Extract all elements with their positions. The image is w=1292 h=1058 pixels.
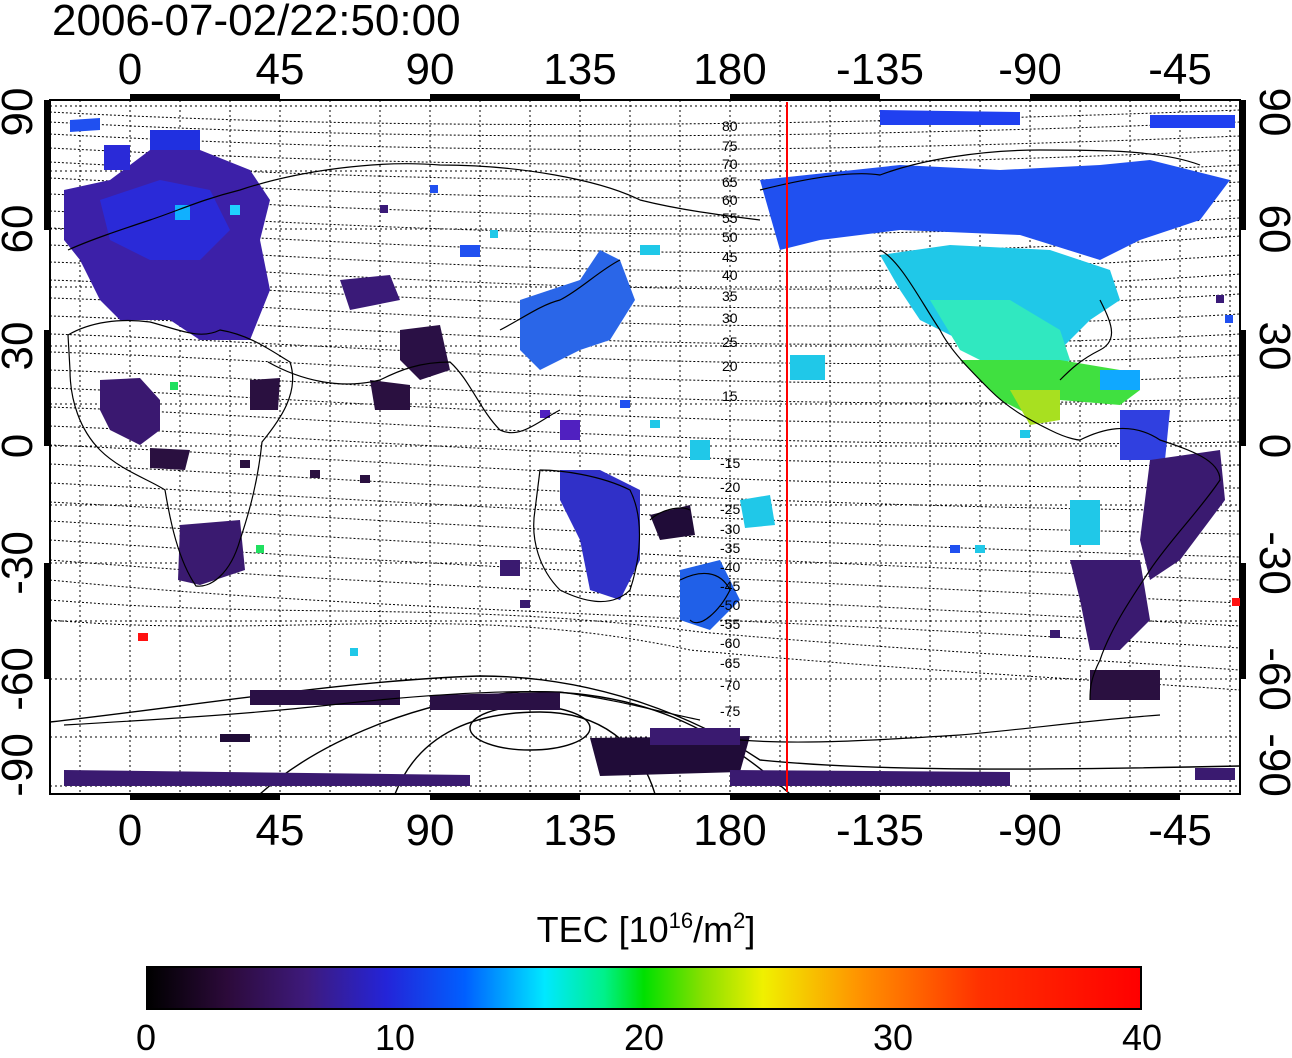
border-bottom-black-4	[1030, 794, 1180, 800]
mlat-label: 30	[722, 310, 738, 326]
mlat-label: -55	[720, 616, 740, 632]
colorbar-title-exponent: 16	[668, 908, 694, 933]
lat-tick-left: 30	[0, 322, 42, 371]
mlat-label: -25	[720, 501, 740, 517]
border-left-black-3	[44, 563, 50, 679]
tec-patches-europe	[64, 118, 270, 340]
lat-tick-left: -90	[0, 733, 42, 797]
colorbar-title-main: TEC [10	[536, 909, 669, 950]
border-right-black-2	[1240, 330, 1246, 446]
border-right-black-3	[1240, 563, 1246, 679]
colorbar-tick: 30	[872, 1017, 914, 1058]
colorbar-title: TEC [1016/m2]	[0, 908, 1292, 952]
lat-tick-right: 60	[1250, 205, 1292, 254]
mlat-label: -40	[720, 559, 740, 575]
tec-colorbar	[146, 966, 1142, 1010]
mlat-label: 35	[722, 288, 738, 304]
lat-tick-left: -30	[0, 531, 42, 595]
lat-tick-right: 0	[1250, 434, 1292, 458]
mlat-label: -75	[720, 703, 740, 719]
border-top-black-1	[130, 94, 280, 100]
mlat-label: 20	[722, 358, 738, 374]
border-top-black-4	[1030, 94, 1180, 100]
mlat-label: 25	[722, 334, 738, 350]
mlat-label: 65	[722, 174, 738, 190]
lon-tick-top: 90	[406, 45, 455, 94]
colorbar-title-unit-exponent: 2	[733, 908, 746, 933]
mlat-label: -15	[720, 455, 740, 471]
lon-tick-top: 180	[693, 45, 766, 94]
border-left-black-1	[44, 100, 50, 230]
mlat-label: -35	[720, 540, 740, 556]
lon-tick-bottom: -45	[1148, 806, 1212, 855]
mlat-label: 55	[722, 210, 738, 226]
lon-tick-bottom: 180	[693, 806, 766, 855]
tec-scattered-pixels	[138, 185, 1240, 656]
mlat-label: 45	[722, 249, 738, 265]
lon-tick-top: 0	[118, 45, 142, 94]
mlat-label: 80	[722, 118, 738, 134]
lat-tick-left: 90	[0, 88, 42, 137]
mlat-label: -30	[720, 521, 740, 537]
lat-tick-left: -60	[0, 647, 42, 711]
colorbar-title-unit: /m	[693, 909, 734, 950]
mlat-label: -60	[720, 635, 740, 651]
magnetic-latitude-labels: 80 75 70 65 60 55 50 45 40 35 30 25 20 1…	[720, 118, 740, 719]
left-latitude-ticks: 90 60 30 0 -30 -60 -90	[0, 88, 42, 797]
colorbar-tick: 20	[623, 1017, 665, 1058]
mlat-label: 75	[722, 138, 738, 154]
lon-tick-top: -90	[998, 45, 1062, 94]
tec-patches-america	[760, 110, 1235, 700]
border-right-black-1	[1240, 100, 1246, 230]
mlat-label: -65	[720, 655, 740, 671]
border-bottom-black-3	[730, 794, 880, 800]
lon-tick-top: 45	[256, 45, 305, 94]
colorbar-tick: 0	[135, 1017, 157, 1058]
lat-tick-right: -90	[1250, 733, 1292, 797]
lon-tick-bottom: -90	[998, 806, 1062, 855]
lon-tick-top: -135	[836, 45, 924, 94]
border-bottom-black-1	[130, 794, 280, 800]
lon-tick-top: 135	[543, 45, 616, 94]
lon-tick-bottom: 45	[256, 806, 305, 855]
lon-tick-bottom: 0	[118, 806, 142, 855]
mlat-label: -45	[720, 578, 740, 594]
tec-patches-africa	[100, 378, 280, 585]
border-bottom-black-2	[430, 794, 580, 800]
mlat-label: -50	[720, 597, 740, 613]
colorbar-title-end: ]	[745, 909, 756, 950]
bottom-longitude-ticks: 0 45 90 135 180 -135 -90 -45	[118, 806, 1212, 855]
lat-tick-right: -60	[1250, 647, 1292, 711]
mlat-label: -70	[720, 677, 740, 693]
lat-tick-left: 60	[0, 205, 42, 254]
mlat-label: 60	[722, 192, 738, 208]
lat-tick-right: 90	[1250, 88, 1292, 137]
colorbar-tick: 10	[374, 1017, 416, 1058]
map-timestamp: 2006-07-02/22:50:00	[52, 0, 461, 45]
mlat-label: 40	[722, 267, 738, 283]
border-top-black-3	[730, 94, 880, 100]
right-latitude-ticks: 90 60 30 0 -30 -60 -90	[1250, 88, 1292, 797]
border-top-black-2	[430, 94, 580, 100]
mlat-label: -20	[720, 479, 740, 495]
lat-tick-left: 0	[0, 434, 42, 458]
lon-tick-bottom: 90	[406, 806, 455, 855]
mlat-label: 70	[722, 156, 738, 172]
lon-tick-bottom: -135	[836, 806, 924, 855]
coastlines	[63, 149, 1221, 743]
lat-tick-right: -30	[1250, 531, 1292, 595]
tec-world-map: 80 75 70 65 60 55 50 45 40 35 30 25 20 1…	[0, 45, 1292, 855]
colorbar-tick: 40	[1121, 1017, 1163, 1058]
tec-patches-antarctica	[64, 690, 1235, 786]
lat-tick-right: 30	[1250, 322, 1292, 371]
top-longitude-ticks: 0 45 90 135 180 -135 -90 -45	[118, 45, 1212, 94]
lon-tick-bottom: 135	[543, 806, 616, 855]
mlat-label: 15	[722, 388, 738, 404]
mlat-label: 50	[722, 229, 738, 245]
tec-patches-asia	[340, 250, 825, 630]
border-left-black-2	[44, 330, 50, 446]
lon-tick-top: -45	[1148, 45, 1212, 94]
